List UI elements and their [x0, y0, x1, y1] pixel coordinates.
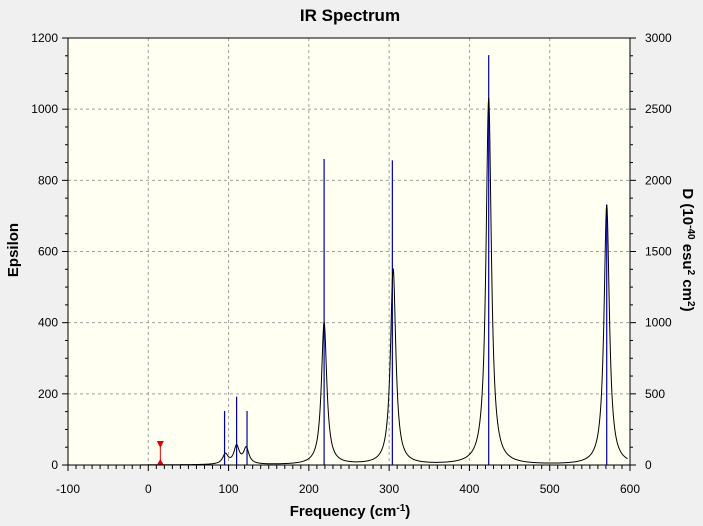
- y-tick-label: 1200: [31, 31, 58, 45]
- stick-series: [223, 55, 608, 465]
- x-tick-label: -100: [56, 482, 80, 496]
- x-tick-label: 100: [219, 482, 239, 496]
- x-tick-label: 600: [620, 482, 640, 496]
- marker-top-triangle: [156, 441, 164, 448]
- y2-tick-label: 2500: [645, 102, 672, 116]
- y2-tick-label: 1500: [645, 245, 672, 259]
- x-tick-label: 200: [299, 482, 319, 496]
- y-tick-label: 800: [38, 173, 58, 187]
- y2-tick-label: 500: [645, 387, 665, 401]
- chart-title: IR Spectrum: [300, 6, 400, 25]
- frequency-marker: [156, 441, 164, 465]
- x-tick-label: 500: [540, 482, 560, 496]
- spectrum-line: [140, 97, 628, 466]
- x-tick-label: 300: [379, 482, 399, 496]
- y-axis-right: 0 500 1000 1500 2000 2500 3000: [630, 31, 672, 472]
- y-tick-label: 0: [51, 458, 58, 472]
- y2-tick-label: 3000: [645, 31, 672, 45]
- y2-tick-label: 1000: [645, 316, 672, 330]
- y-axis-title: Epsilon: [5, 223, 22, 277]
- x-axis-title: Frequency (cm-1): [290, 503, 411, 521]
- y-tick-label: 1000: [31, 102, 58, 116]
- x-tick-label: 400: [459, 482, 479, 496]
- y2-tick-label: 0: [645, 458, 652, 472]
- x-tick-label: 0: [145, 482, 152, 496]
- y-tick-label: 200: [38, 387, 58, 401]
- y-axis-left: 0 200 400 600 800 1000 1200: [31, 31, 68, 472]
- y-tick-label: 600: [38, 245, 58, 259]
- y2-tick-label: 2000: [645, 173, 672, 187]
- marker-bottom-triangle: [156, 459, 164, 465]
- y-tick-label: 400: [38, 316, 58, 330]
- y2-axis-title: D (10-40 esu2 cm2): [679, 188, 697, 311]
- x-axis: -100 0 100 200 300 400 500 600: [56, 465, 640, 496]
